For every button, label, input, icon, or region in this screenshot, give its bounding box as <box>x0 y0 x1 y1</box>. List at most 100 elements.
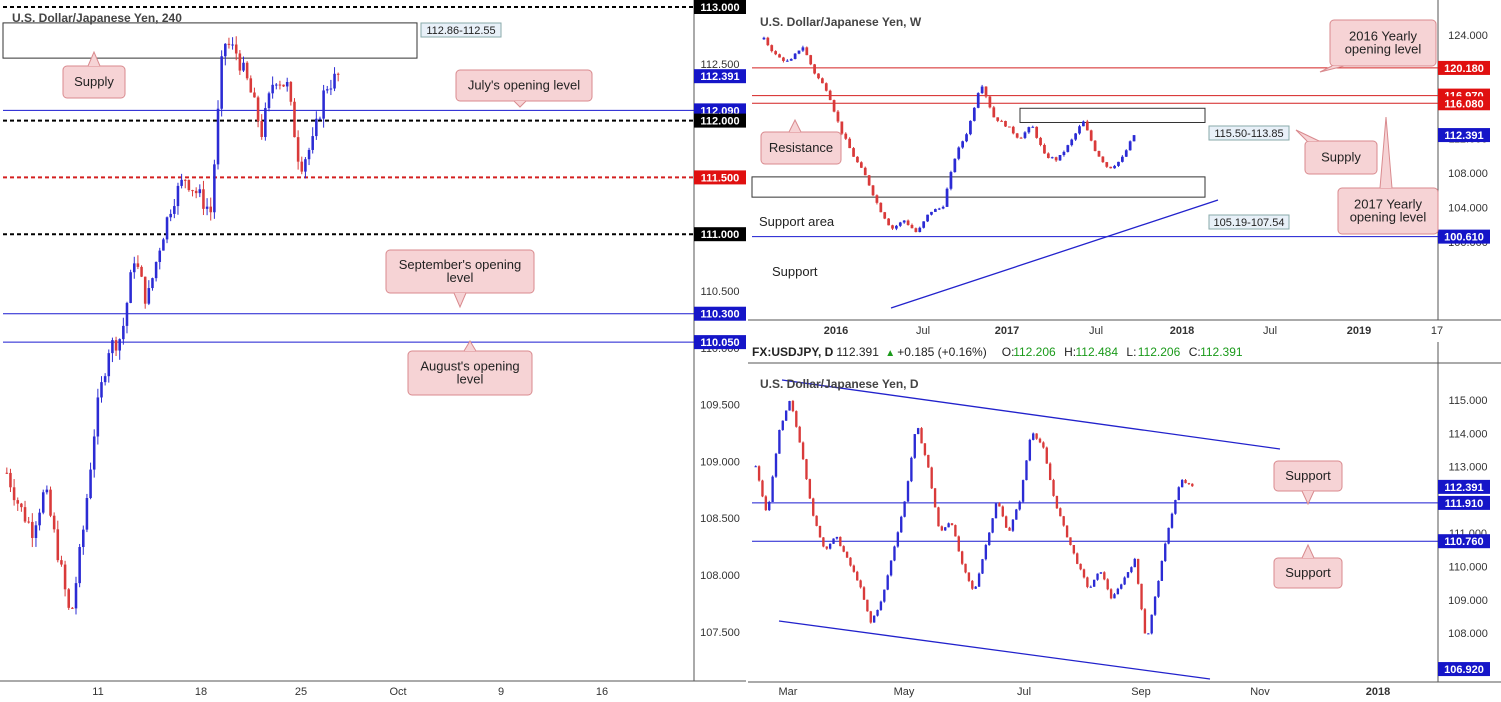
h4-candle-body <box>56 529 60 561</box>
h4-candle-body <box>238 53 242 71</box>
h4-candle-body <box>264 108 267 137</box>
h4-candle-body <box>183 179 187 181</box>
weekly-chart-title: U.S. Dollar/Japanese Yen, W <box>760 15 922 29</box>
daily-y-tick-label: 113.000 <box>1449 462 1488 474</box>
weekly-candle-body <box>992 107 996 118</box>
daily-candle-body <box>1048 463 1052 481</box>
daily-chart[interactable]: 115.000114.000113.000112.000111.000110.0… <box>748 342 1501 702</box>
daily-candle-body <box>1069 537 1072 546</box>
daily-candle-body <box>808 479 812 499</box>
daily-candle-body <box>1008 527 1011 531</box>
weekly-candle-body <box>953 158 957 173</box>
daily-candle-body <box>913 434 916 458</box>
daily-candle-body <box>923 443 927 455</box>
weekly-candle-body <box>984 86 988 97</box>
weekly-candle-body <box>1097 150 1101 157</box>
daily-candle-body <box>906 481 910 502</box>
daily-candle-body <box>1035 433 1038 439</box>
weekly-candle-body <box>859 162 863 168</box>
daily-candle-body <box>1072 545 1076 554</box>
weekly-candle-body <box>891 225 894 229</box>
h4-candle-body <box>140 266 143 277</box>
daily-candle-body <box>1018 501 1021 510</box>
weekly-candle-body <box>1027 127 1031 133</box>
weekly-candle-body <box>1078 126 1081 134</box>
weekly-price-tag: 100.610 <box>1444 232 1484 244</box>
h4-candle-body <box>256 97 260 122</box>
daily-upper-channel-line <box>781 379 1281 450</box>
daily-header-close: 112.391 <box>1200 345 1243 359</box>
h4-august-callout-text: August's opening <box>420 359 519 374</box>
daily-support-callout-lower-pointer <box>1301 543 1315 559</box>
weekly-x-tick-label: Jul <box>1089 325 1103 337</box>
daily-candle-body <box>927 454 930 468</box>
h4-candle-body <box>38 512 41 526</box>
weekly-candle-body <box>867 175 871 186</box>
daily-candle-body <box>784 410 788 421</box>
weekly-candle-body <box>801 47 805 51</box>
daily-candle-body <box>977 573 981 587</box>
weekly-candle-body <box>1105 162 1109 167</box>
h4-y-tick-label: 109.500 <box>700 400 740 412</box>
daily-candle-body <box>957 536 960 552</box>
daily-candle-body <box>1096 573 1099 580</box>
h4-supply-callout-text: Supply <box>74 74 114 89</box>
weekly-supply-zone-label-bg <box>1208 125 1290 141</box>
h4-zone-label-bg <box>420 22 502 38</box>
weekly-resistance-callout-text: Resistance <box>769 140 833 155</box>
daily-candle-body <box>1052 480 1055 496</box>
h4-candle-body <box>132 263 136 273</box>
weekly-candle-body <box>1066 145 1070 152</box>
daily-candle-body <box>886 575 889 590</box>
daily-candle-body <box>947 523 950 528</box>
h4-candle-body <box>325 89 329 91</box>
weekly-candle-body <box>821 78 824 84</box>
weekly-candle-body <box>934 209 937 212</box>
h4-chart-panel[interactable]: 113.000 112.500 112.000 111.500 111.000 110.5… <box>0 0 746 702</box>
h4-candle-body <box>216 108 220 165</box>
h4-candle-body <box>107 353 111 377</box>
weekly-candle-body <box>988 96 992 108</box>
h4-candle-body <box>74 583 78 609</box>
weekly-x-tick-label: 2018 <box>1170 325 1194 337</box>
weekly-support-zone-label: 105.19-107.54 <box>1214 217 1285 229</box>
daily-chart-panel[interactable]: 115.000114.000113.000112.000111.000110.0… <box>748 342 1501 702</box>
weekly-chart-panel[interactable]: 124.000120.000116.000112.000108.000104.0… <box>748 0 1501 341</box>
h4-september-callout-text: September's opening <box>399 257 521 272</box>
h4-july-callout-text: July's opening level <box>468 78 580 93</box>
h4-candle-body <box>71 607 74 609</box>
weekly-candle-body <box>1132 135 1136 142</box>
h4-candle-body <box>227 43 231 45</box>
h4-candle-body <box>34 525 38 538</box>
h4-candle-body <box>31 521 34 538</box>
weekly-2017-callout-text: 2017 Yearly <box>1354 197 1422 212</box>
daily-candle-body <box>842 546 845 552</box>
weekly-price-tag-bg <box>1438 128 1490 143</box>
h4-candle-body <box>315 118 318 137</box>
h4-candle-body <box>85 498 89 530</box>
weekly-chart[interactable]: 124.000120.000116.000112.000108.000104.0… <box>748 0 1501 341</box>
h4-chart[interactable]: 113.000 112.500 112.000 111.500 111.000 110.5… <box>0 0 746 702</box>
daily-candle-body <box>801 442 805 460</box>
h4-candle-body <box>147 288 151 304</box>
h4-candle-body <box>333 73 336 89</box>
weekly-2016-callout-box <box>1329 19 1437 67</box>
weekly-x-tick-label: Jul <box>916 325 930 337</box>
daily-candle-body <box>839 536 842 547</box>
weekly-candle-body <box>813 64 816 74</box>
daily-x-tick-label: Jul <box>1017 686 1031 698</box>
daily-header-last: 112.391 <box>836 345 879 359</box>
h4-y-tick-label: 108.000 <box>700 570 740 582</box>
daily-candle-body <box>889 560 893 576</box>
weekly-candle-body <box>863 167 867 176</box>
weekly-candle-body <box>996 117 1000 121</box>
daily-candle-body <box>1103 572 1106 580</box>
h4-candle-body <box>202 189 205 209</box>
h4-candle-body <box>67 589 70 608</box>
weekly-price-tag-bg <box>1438 60 1490 75</box>
daily-candle-body <box>1120 584 1123 589</box>
h4-candle-body <box>96 397 100 437</box>
